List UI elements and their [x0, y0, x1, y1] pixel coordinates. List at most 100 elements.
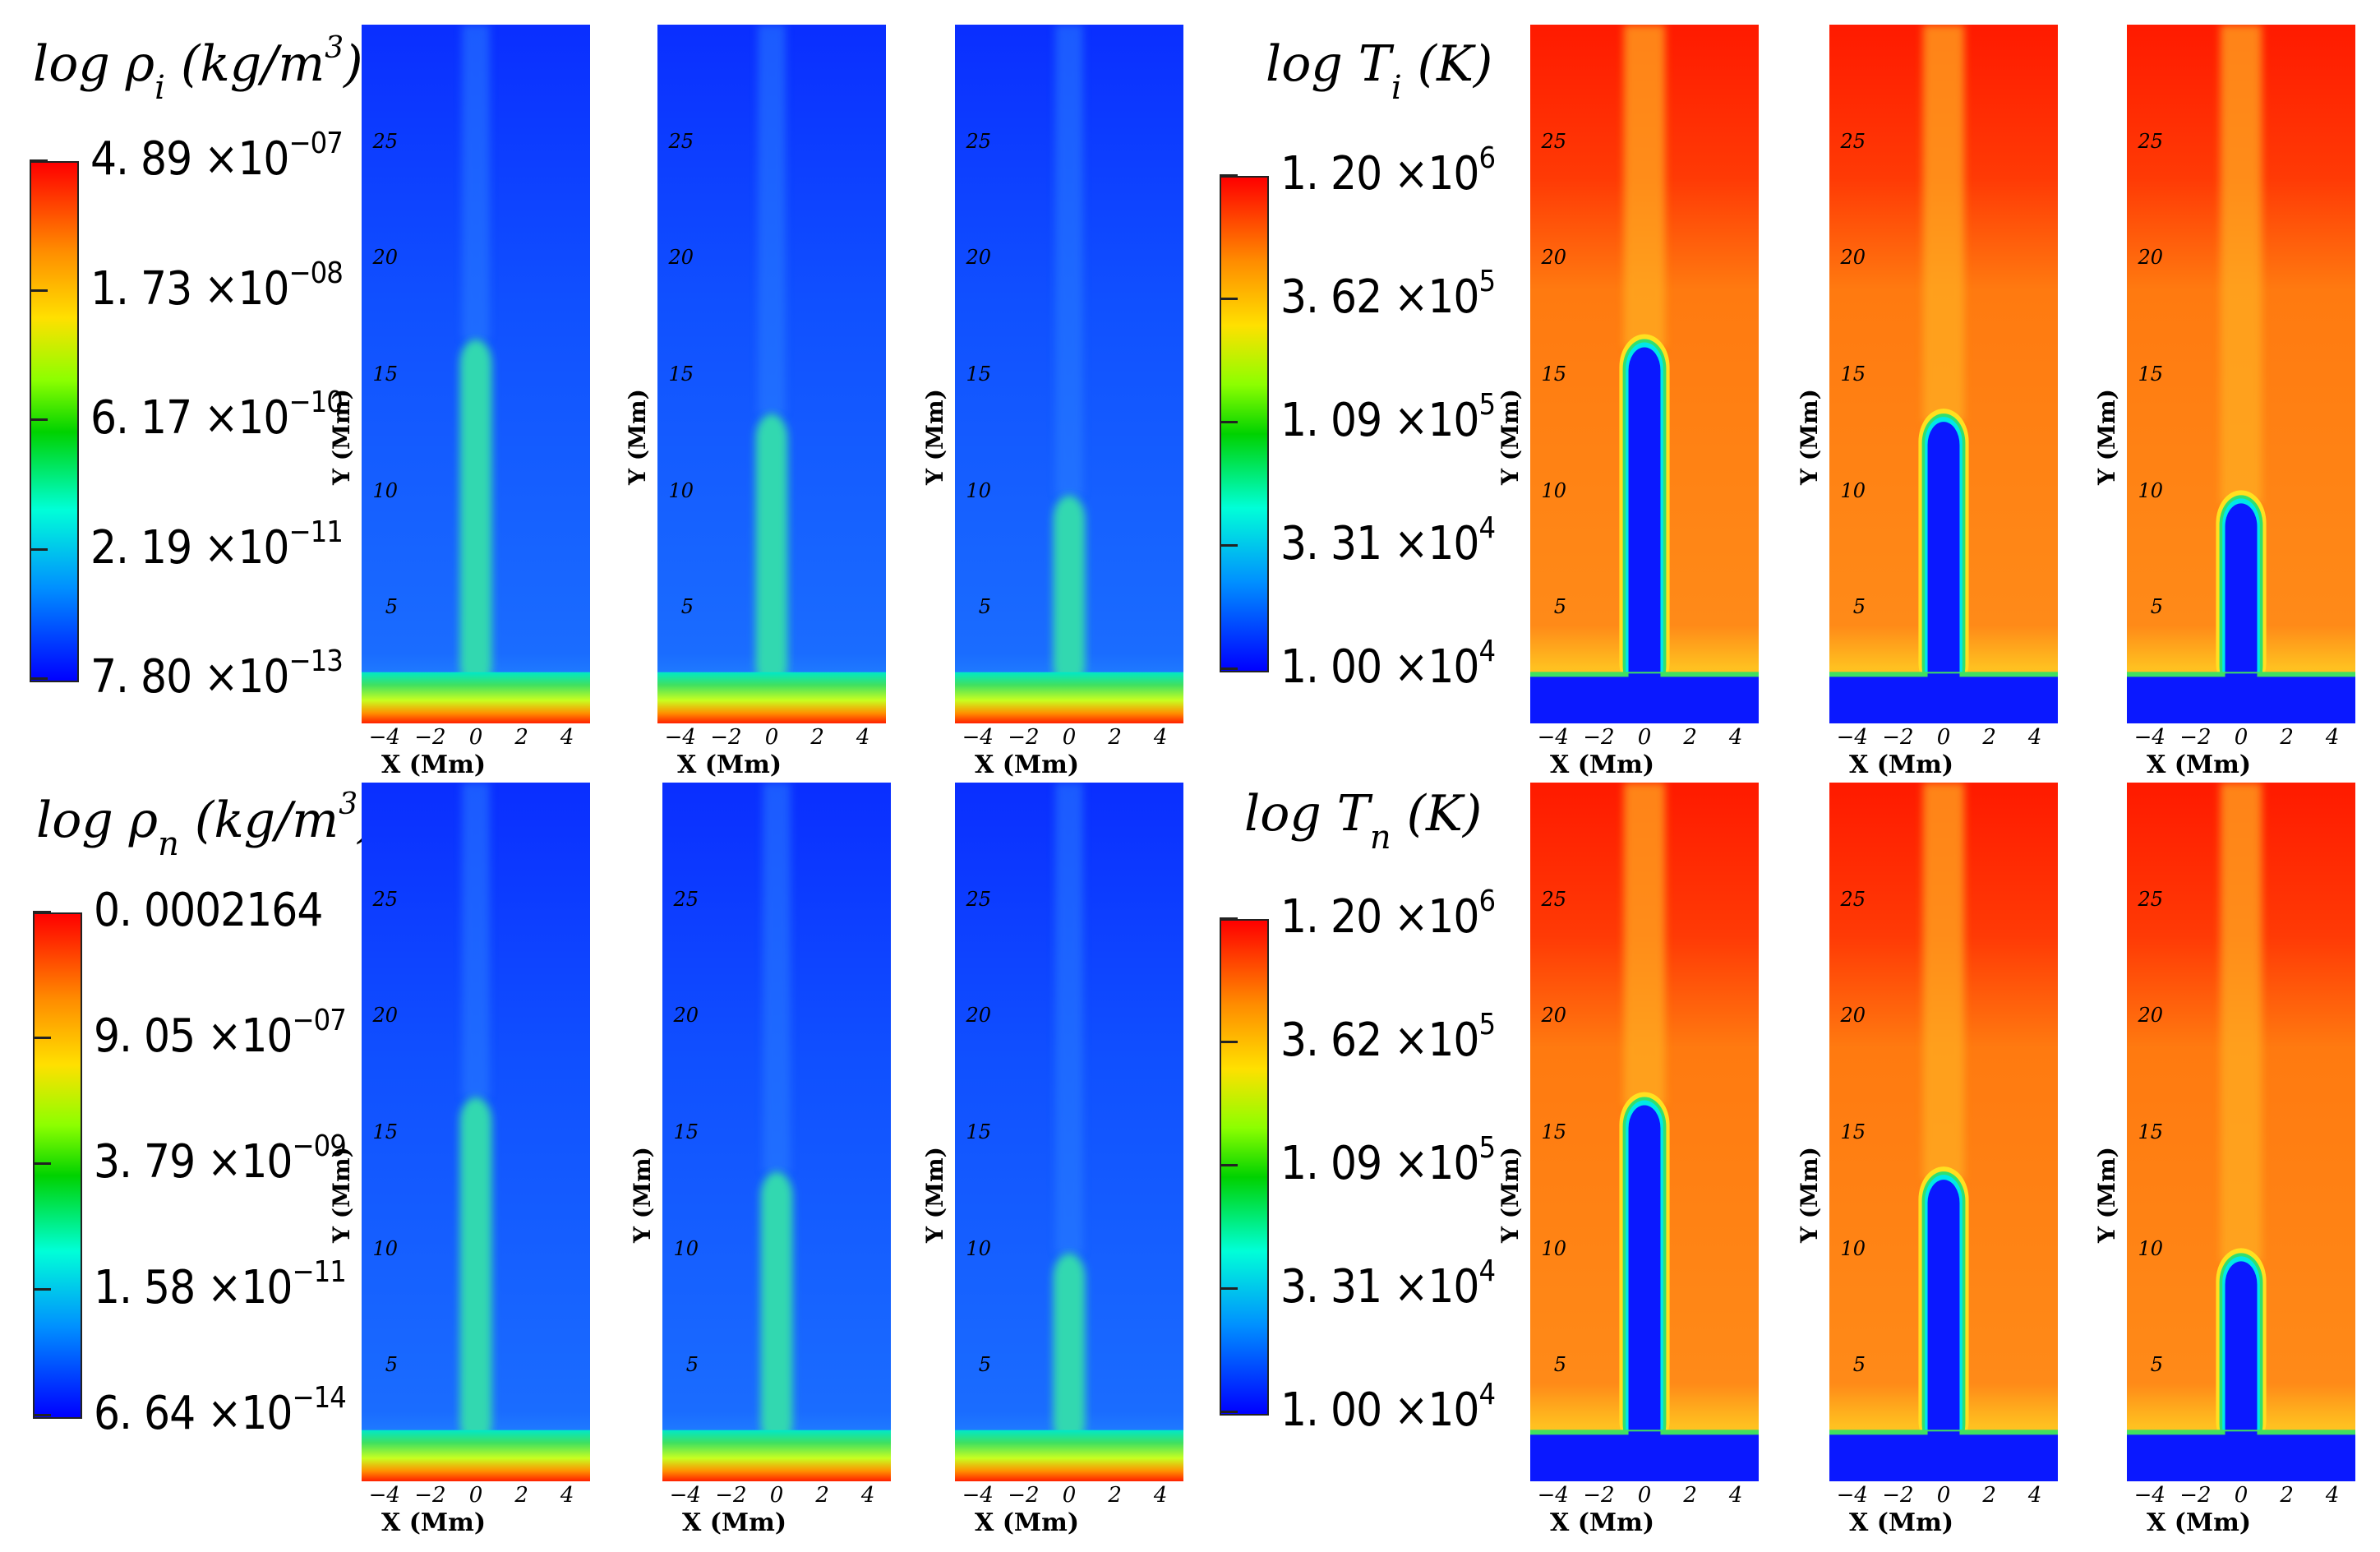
x-tick-label: 2	[2280, 725, 2294, 750]
tick-mark	[1220, 174, 1238, 177]
jet-wake	[2220, 25, 2262, 504]
title-rho-i: log ρi (kg/m3)	[33, 31, 363, 107]
x-axis-label: X (Mm)	[975, 1508, 1080, 1537]
tick-mantissa: 1. 73 ×10	[90, 261, 289, 316]
heatmap-svg	[362, 783, 590, 1481]
panel-T-n-bottom-1	[1530, 783, 1759, 1481]
x-tick-label: −2	[1008, 725, 1040, 750]
x-tick-label: 4	[1153, 1483, 1168, 1508]
x-tick-label: 0	[1936, 725, 1951, 750]
y-axis-label: Y (Mm)	[921, 1147, 948, 1243]
y-tick-label: 5	[2150, 1353, 2163, 1377]
x-tick-label: −2	[710, 725, 742, 750]
x-tick-label: 2	[815, 1483, 829, 1508]
x-tick-label: −4	[2133, 725, 2166, 750]
y-tick-label: 5	[978, 595, 991, 619]
y-tick-label: 5	[1852, 1353, 1866, 1377]
colorbar-rho-i	[30, 161, 79, 682]
x-tick-label: −2	[715, 1483, 747, 1508]
colorbar-T-n-tick-5: 1. 00 ×104	[1220, 1380, 1496, 1434]
x-tick-label: 2	[1108, 725, 1122, 750]
x-tick-label: −4	[1836, 1483, 1868, 1508]
y-tick-label: 5	[978, 1353, 991, 1377]
x-axis-label: X (Mm)	[1550, 751, 1655, 779]
y-tick-label: 20	[1840, 1004, 1866, 1028]
tick-exponent: 4	[1478, 1254, 1496, 1288]
jet-base	[2225, 1431, 2258, 1481]
x-axis-label: X (Mm)	[975, 751, 1080, 779]
x-axis-label: X (Mm)	[381, 1508, 487, 1537]
x-axis-label: X (Mm)	[1550, 1508, 1655, 1537]
tick-mantissa: 1. 20 ×10	[1280, 890, 1479, 944]
x-tick-label: −2	[414, 1483, 446, 1508]
tick-mark	[1220, 421, 1238, 423]
y-axis-label: Y (Mm)	[921, 389, 948, 485]
tick-mark	[1220, 1287, 1238, 1290]
x-tick-label: −4	[664, 725, 696, 750]
x-axis-label: X (Mm)	[677, 751, 782, 779]
x-tick-label: 4	[2325, 725, 2340, 750]
colorbar-T-i-tick-2: 3. 62 ×105	[1220, 267, 1496, 321]
tick-mantissa: 1. 58 ×10	[94, 1261, 293, 1314]
x-axis-label: X (Mm)	[2147, 751, 2252, 779]
y-tick-label: 5	[680, 595, 694, 619]
y-tick-label: 25	[1541, 129, 1566, 153]
jet-column	[1053, 495, 1086, 689]
y-tick-label: 15	[668, 363, 694, 386]
tick-exponent: −11	[292, 1255, 346, 1289]
tick-mark	[1220, 917, 1238, 920]
y-tick-label: 15	[673, 1120, 699, 1143]
tick-mark	[33, 1162, 51, 1165]
y-axis-label: Y (Mm)	[629, 1147, 656, 1243]
jet-wake	[1055, 25, 1083, 496]
heatmap-svg	[1530, 783, 1759, 1481]
heatmap-svg	[955, 25, 1183, 723]
x-axis-label: X (Mm)	[682, 1508, 787, 1537]
x-tick-label: −4	[1836, 725, 1868, 750]
y-tick-label: 25	[2138, 129, 2163, 153]
colorbar-t-i	[1220, 176, 1269, 672]
tick-mark	[33, 911, 51, 913]
tick-exponent: 4	[1478, 511, 1496, 545]
jet-wake	[1922, 783, 1965, 1180]
heatmap-svg	[662, 783, 891, 1481]
jet-column	[459, 1097, 492, 1447]
y-tick-label: 10	[2138, 478, 2163, 502]
title-rho-n: log ρn (kg/m3)	[36, 788, 377, 863]
heatmap-svg	[1530, 25, 1759, 723]
colorbar-rho-n-tick-4: 1. 58 ×10−11	[33, 1258, 347, 1311]
x-tick-label: −4	[1537, 1483, 1569, 1508]
tick-mark	[33, 1414, 51, 1416]
y-tick-label: 20	[372, 1004, 398, 1028]
y-tick-label: 10	[673, 1236, 699, 1260]
heatmap-svg	[2127, 783, 2355, 1481]
panel-rho-n-bottom-2	[662, 783, 891, 1481]
x-tick-label: 4	[560, 1483, 574, 1508]
y-tick-label: 10	[372, 1236, 398, 1260]
jet-wake	[462, 25, 490, 340]
y-tick-label: 20	[1541, 246, 1566, 270]
x-tick-label: 0	[1637, 725, 1652, 750]
y-tick-label: 25	[673, 887, 699, 911]
tick-exponent: −08	[288, 256, 343, 290]
y-tick-label: 15	[372, 1120, 398, 1143]
colorbar-T-i-tick-1: 1. 20 ×106	[1220, 144, 1496, 197]
tick-exponent: 6	[1478, 141, 1496, 175]
x-tick-label: −2	[1882, 725, 1914, 750]
x-tick-label: −4	[368, 1483, 400, 1508]
y-tick-label: 20	[1840, 246, 1866, 270]
tick-exponent: 5	[1478, 388, 1496, 422]
x-tick-label: 0	[1062, 1483, 1077, 1508]
tick-mark	[30, 547, 48, 551]
jet-column	[755, 413, 788, 689]
x-tick-label: −2	[1008, 1483, 1040, 1508]
tick-exponent: −07	[292, 1004, 346, 1037]
tick-mantissa: 1. 00 ×10	[1280, 1383, 1479, 1437]
panel-rho-n-bottom-1	[362, 783, 590, 1481]
x-tick-label: −2	[414, 725, 446, 750]
x-tick-label: 4	[2027, 725, 2042, 750]
chromosphere-layer	[362, 1430, 590, 1481]
heatmap-svg	[2127, 25, 2355, 723]
y-axis-label: Y (Mm)	[2093, 389, 2120, 485]
x-tick-label: 0	[1637, 1483, 1652, 1508]
